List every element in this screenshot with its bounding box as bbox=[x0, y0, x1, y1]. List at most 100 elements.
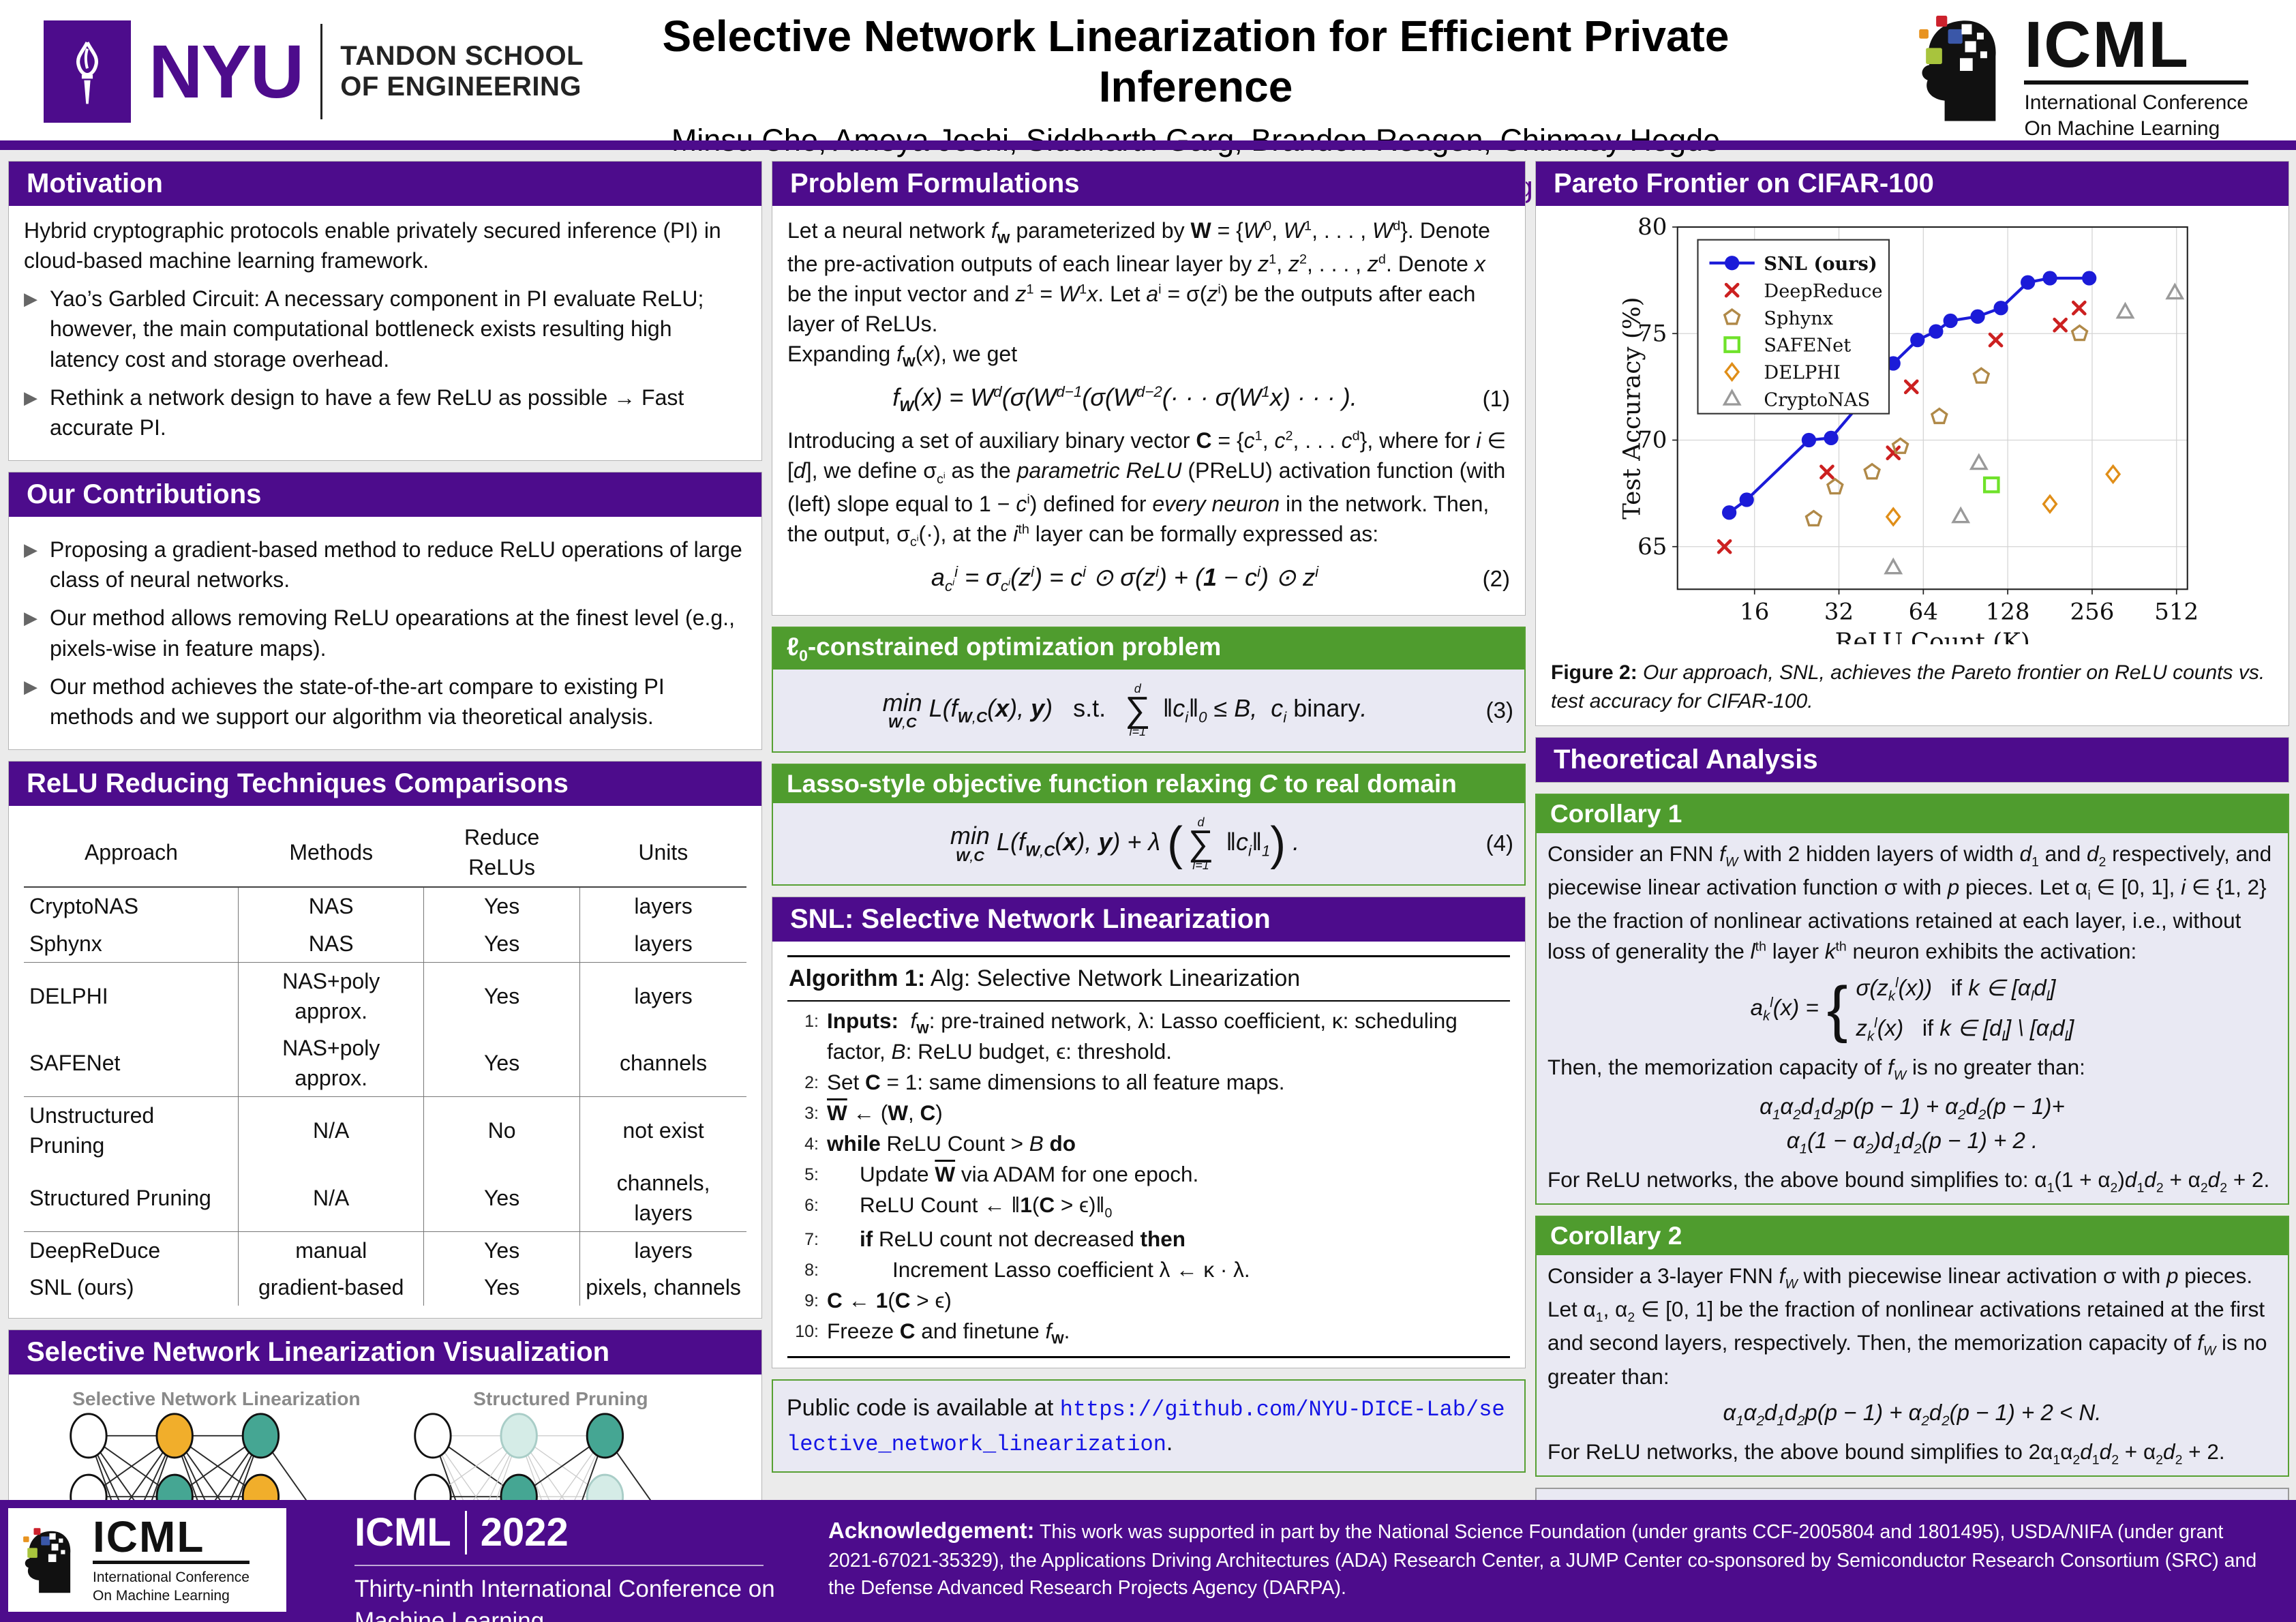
network-edge bbox=[174, 1435, 206, 1500]
table-cell: layers bbox=[579, 925, 746, 963]
algorithm-line-text: Update W via ADAM for one epoch. bbox=[860, 1162, 1199, 1187]
network-edge bbox=[432, 1435, 457, 1500]
y-axis-label: Test Accuracy (%) bbox=[1622, 297, 1646, 519]
footer-banner-divider bbox=[464, 1510, 467, 1555]
corollary-1-relu-bound: For ReLU networks, the above bound simpl… bbox=[1547, 1167, 2270, 1196]
section-theory-title: Theoretical Analysis bbox=[1536, 738, 2289, 783]
footer-banner-title: ICML 2022 bbox=[354, 1510, 775, 1555]
section-lasso: Lasso-style objective function relaxing … bbox=[772, 763, 1526, 886]
legend-entry-label: Sphynx bbox=[1764, 308, 1833, 329]
y-tick-label: 70 bbox=[1637, 427, 1667, 454]
network-edge bbox=[496, 1435, 519, 1500]
algorithm-line: 7: if ReLU count not decreased then bbox=[787, 1224, 1510, 1255]
footer-banner: ICML 2022 Thirty-ninth International Con… bbox=[354, 1510, 775, 1622]
motivation-bullet: ▶ Yao’s Garbled Circuit: A necessary comp… bbox=[24, 284, 746, 374]
icml-logo-header: ICML International Conference On Machine… bbox=[1912, 12, 2248, 141]
series-delphi bbox=[1885, 464, 2121, 527]
corollary-2-text: Consider a 3-layer FNN fW with piecewise… bbox=[1547, 1263, 2267, 1389]
nyu-school-line2: OF ENGINEERING bbox=[340, 72, 581, 102]
figure2-caption: Figure 2: Our approach, SNL, achieves th… bbox=[1551, 659, 2274, 716]
lasso-box-body: min W,C L(fW,C(x), y) + λ (d ∑ i=1 ‖ci‖1) .… bbox=[773, 803, 1524, 884]
network-node-plain bbox=[414, 1473, 452, 1500]
icml-subtitle-line2: On Machine Learning bbox=[2024, 117, 2220, 140]
footer: ICML International Conference On Machine… bbox=[0, 1500, 2296, 1622]
y-tick-label: 75 bbox=[1637, 320, 1667, 347]
algorithm-line: 3: W ← (W, C) bbox=[787, 1098, 1510, 1128]
equation-2-number: (2) bbox=[1482, 566, 1510, 592]
icml-subtitle: International Conference On Machine Lear… bbox=[2024, 90, 2248, 141]
network-panel-title: Structured Pruning bbox=[473, 1388, 648, 1409]
pareto-chart: 16 32 64 128 256 512 65 70 75 80 ReLU Count (K) Tes… bbox=[1618, 213, 2199, 656]
table-cell: DeepReDuce bbox=[29, 1237, 161, 1263]
algorithm-line: 6: ReLU Count ← ‖1(C > ϵ)‖0 bbox=[787, 1190, 1510, 1224]
network-edge bbox=[518, 1435, 550, 1500]
corollary-1-text: Consider an FNN fW with 2 hidden layers … bbox=[1547, 841, 2272, 963]
piecewise-case-1: σ(zkl(x)) if k ∈ [αldl] bbox=[1856, 974, 2056, 1004]
equation-3-body: min W,C L(fW,C(x), y) s.t. d ∑ i=1 ‖ci‖0 ≤ … bbox=[882, 682, 1368, 739]
nyu-torch-icon bbox=[44, 20, 131, 123]
x-axis-label: ReLU Count (K) bbox=[1835, 629, 2030, 645]
network-node-nonlinear bbox=[155, 1473, 194, 1500]
algorithm-line-number: 5: bbox=[804, 1165, 819, 1185]
table-cell: not exist bbox=[579, 1096, 746, 1165]
footer-banner-year: 2022 bbox=[480, 1510, 569, 1555]
table-cell: Yes bbox=[423, 925, 580, 963]
footer-conference-line1: Thirty-ninth International Conference on bbox=[354, 1576, 775, 1602]
network-panel-title: Selective Network Linearization bbox=[72, 1388, 360, 1409]
acknowledgement-label: Acknowledgement: bbox=[828, 1518, 1035, 1543]
section-problem-title: Problem Formulations bbox=[772, 162, 1525, 206]
network-edge bbox=[128, 1435, 175, 1500]
nyu-school-line1: TANDON SCHOOL bbox=[340, 41, 584, 72]
nyu-logo-divider bbox=[320, 24, 323, 119]
network-edge bbox=[88, 1435, 112, 1500]
algorithm-line-number: 3: bbox=[804, 1104, 819, 1124]
series-safenet bbox=[1982, 476, 2000, 494]
motivation-intro: Hybrid cryptographic protocols enable pr… bbox=[24, 218, 721, 273]
section-problem-body: Let a neural network fW parameterized by… bbox=[772, 206, 1525, 615]
algorithm-line-number: 9: bbox=[804, 1291, 819, 1310]
contribution-bullet-text: Proposing a gradient-based method to red… bbox=[50, 537, 742, 592]
legend-entry-label: DeepReduce bbox=[1764, 281, 1882, 302]
table-cell: N/A bbox=[238, 1096, 424, 1165]
corollary-1-box: Corollary 1 Consider an FNN fW with 2 hi… bbox=[1535, 794, 2289, 1205]
x-tick-label: 16 bbox=[1740, 598, 1769, 625]
equation-1-body: fW(x) = Wd(σ(Wd−1(σ(Wd−2(· · · σ(W1x) · … bbox=[892, 383, 1357, 415]
table-row: SAFENet NAS+poly approx. Yes channels bbox=[24, 1029, 746, 1098]
public-code-suffix: . bbox=[1166, 1429, 1173, 1456]
equation-3-number: (3) bbox=[1485, 697, 1513, 723]
github-link[interactable]: https://github.com/NYU-DICE-Lab/selectiv… bbox=[787, 1397, 1505, 1457]
corollary-1-title: Corollary 1 bbox=[1537, 795, 2288, 834]
piecewise-brace: { bbox=[1826, 974, 1848, 1045]
algorithm-line-text: Set C = 1: same dimensions to all featur… bbox=[827, 1070, 1285, 1095]
series-cryptonas bbox=[1884, 282, 2185, 575]
figure2-caption-text: Our approach, SNL, achieves the Pareto f… bbox=[1551, 661, 2265, 713]
network-node-identity bbox=[155, 1413, 194, 1459]
corollary-2-relu-bound: For ReLU networks, the above bound simpl… bbox=[1547, 1439, 2225, 1468]
corollary-2-eq: α1α2d1d2p(p − 1) + α2d2(p − 1) + 2 < N. bbox=[1723, 1400, 2102, 1429]
contribution-bullet: ▶ Our method allows removing ReLU opearat… bbox=[24, 603, 746, 663]
table-cell: Yes bbox=[423, 1164, 580, 1232]
algorithm-line: 5: Update W via ADAM for one epoch. bbox=[787, 1159, 1510, 1190]
equation-4-number: (4) bbox=[1485, 830, 1513, 856]
section-comparison-body: Approach Methods Reduce ReLUs Units CryptoN… bbox=[9, 806, 761, 1318]
algorithm-line-number: 10: bbox=[795, 1321, 819, 1341]
left-column: Motivation Hybrid cryptographic protocol… bbox=[8, 161, 762, 1500]
icml-subtitle-line1: International Conference bbox=[2024, 91, 2248, 114]
icml-head-icon bbox=[1919, 15, 1997, 121]
algorithm-line-number: 2: bbox=[804, 1073, 819, 1093]
table-cell: N/A bbox=[238, 1164, 424, 1232]
section-comparison: ReLU Reducing Techniques Comparisons App… bbox=[8, 761, 762, 1319]
network-edge bbox=[143, 1435, 176, 1500]
algorithm-line-text: ReLU Count ← ‖1(C > ϵ)‖0 bbox=[860, 1192, 1113, 1221]
table-cell: layers bbox=[579, 887, 746, 925]
table-cell: layers bbox=[579, 962, 746, 1030]
algorithm-line-number: 7: bbox=[804, 1229, 819, 1249]
table-cell: Sphynx bbox=[24, 925, 239, 963]
footer-conference-name: Thirty-ninth International Conference on… bbox=[354, 1573, 775, 1622]
contribution-bullets: ▶ Proposing a gradient-based method to re… bbox=[24, 535, 746, 732]
public-code-prefix: Public code is available at bbox=[787, 1395, 1060, 1422]
x-tick-label: 64 bbox=[1909, 598, 1938, 625]
chart-legend: SNL (ours) DeepReduce Sphynx SAFENet DELPHI C… bbox=[1697, 239, 1890, 415]
network-node-plain bbox=[70, 1473, 108, 1500]
comparison-column-header: Reduce ReLUs bbox=[423, 818, 580, 888]
